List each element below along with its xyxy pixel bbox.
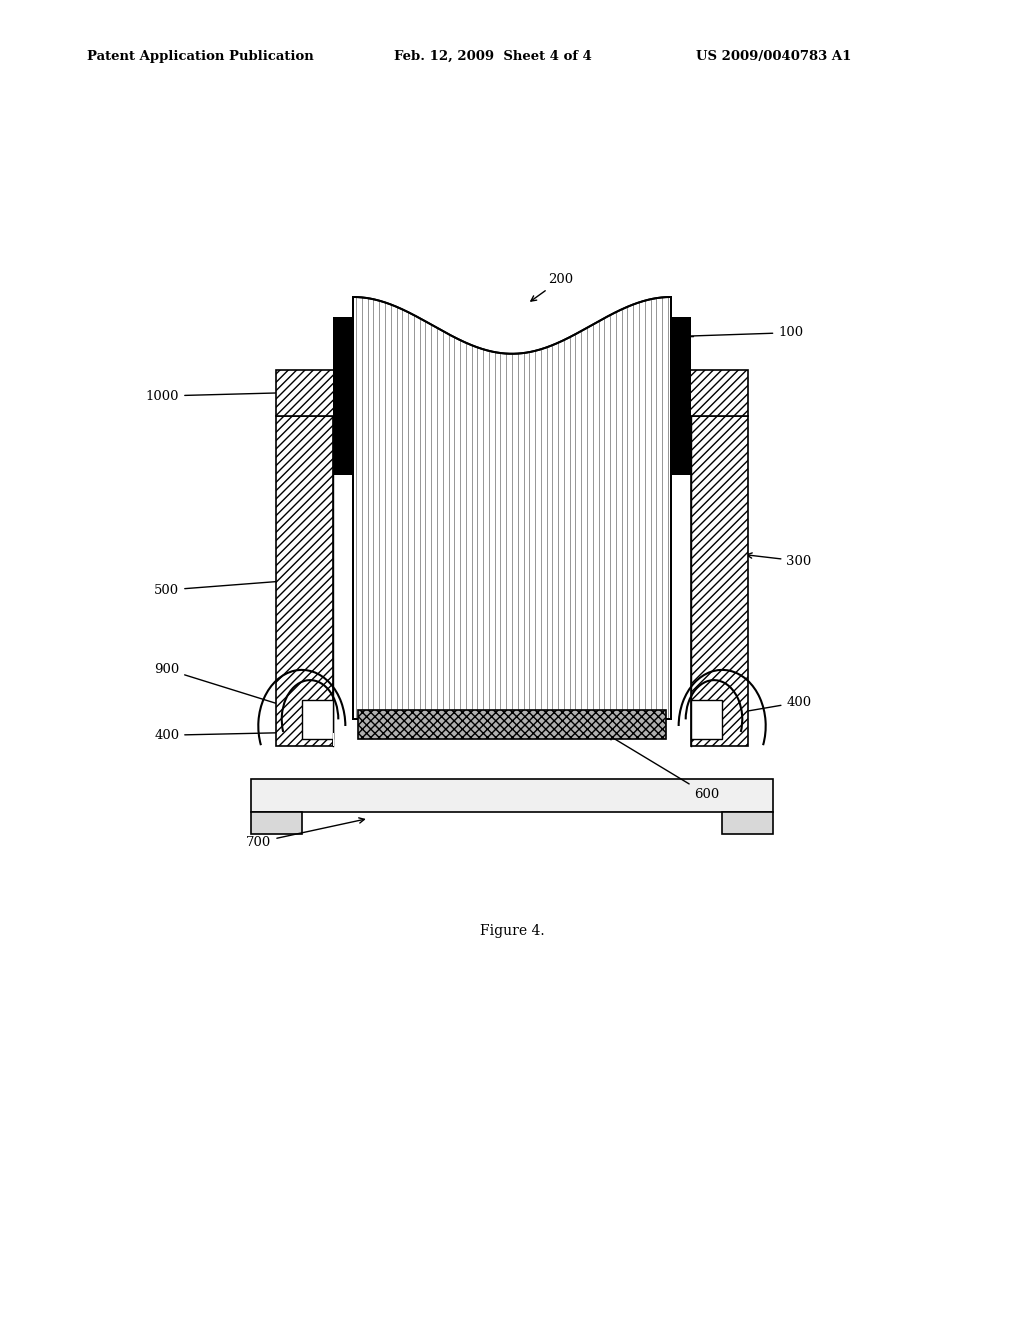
Text: 700: 700 <box>246 818 365 849</box>
Text: US 2009/0040783 A1: US 2009/0040783 A1 <box>696 50 852 63</box>
Text: Feb. 12, 2009  Sheet 4 of 4: Feb. 12, 2009 Sheet 4 of 4 <box>394 50 592 63</box>
Bar <box>358 710 666 739</box>
Text: 1000: 1000 <box>145 389 283 403</box>
Bar <box>671 416 691 746</box>
Bar <box>691 416 748 746</box>
Text: Patent Application Publication: Patent Application Publication <box>87 50 313 63</box>
Text: 400: 400 <box>154 729 283 742</box>
Text: 500: 500 <box>154 579 283 597</box>
Bar <box>671 370 748 416</box>
Bar <box>333 317 353 475</box>
Text: 200: 200 <box>530 273 573 301</box>
Bar <box>302 700 333 739</box>
Text: 300: 300 <box>746 553 812 568</box>
Bar <box>358 710 666 739</box>
Text: 900: 900 <box>154 663 324 719</box>
Text: Figure 4.: Figure 4. <box>479 924 545 937</box>
Bar <box>251 812 302 834</box>
Polygon shape <box>353 297 671 719</box>
Bar <box>276 416 333 746</box>
Text: 100: 100 <box>676 326 804 339</box>
Bar <box>333 416 353 746</box>
Bar <box>251 779 773 812</box>
Text: 400: 400 <box>741 696 812 714</box>
Bar <box>671 317 691 475</box>
Bar <box>722 812 773 834</box>
Bar <box>691 700 722 739</box>
Text: 600: 600 <box>608 735 720 801</box>
Bar <box>276 370 353 416</box>
Polygon shape <box>353 297 671 719</box>
Bar <box>333 733 334 746</box>
